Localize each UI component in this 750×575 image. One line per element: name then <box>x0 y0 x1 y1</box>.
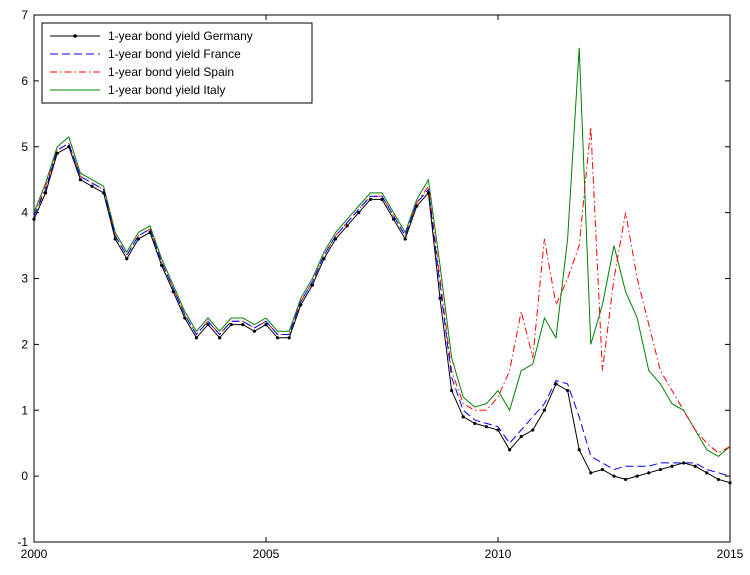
series-marker <box>252 329 256 333</box>
series-marker <box>450 388 454 393</box>
series-marker <box>484 425 488 429</box>
y-tick-label: 1 <box>21 403 28 417</box>
legend-label: 1-year bond yield Germany <box>108 29 253 43</box>
x-tick-label: 2015 <box>717 547 744 561</box>
series-marker <box>102 191 106 195</box>
y-tick-label: -1 <box>17 535 28 549</box>
series-marker <box>276 336 280 340</box>
series-marker <box>519 435 523 439</box>
series-line <box>33 142 731 477</box>
series-marker <box>554 382 558 386</box>
series-marker <box>299 303 303 307</box>
series-marker <box>136 237 140 241</box>
series-marker <box>403 237 407 241</box>
series-marker <box>90 184 94 188</box>
series-marker <box>716 477 721 482</box>
series-marker <box>264 323 268 327</box>
series-line <box>33 47 731 458</box>
series-marker <box>600 467 605 472</box>
series-marker <box>577 448 581 452</box>
y-tick-label: 0 <box>21 469 28 483</box>
series-marker <box>392 217 396 221</box>
series-marker <box>218 336 222 340</box>
series-marker <box>160 263 164 267</box>
series-marker <box>206 323 210 327</box>
series-marker <box>566 388 570 393</box>
series-marker <box>55 151 59 155</box>
series-marker <box>589 471 593 475</box>
series-marker <box>229 323 233 327</box>
legend-label: 1-year bond yield France <box>108 47 241 61</box>
series-marker <box>612 474 616 478</box>
series-marker <box>171 290 175 294</box>
series-marker <box>368 197 372 202</box>
series-line <box>33 126 731 454</box>
series-marker <box>241 323 245 327</box>
series-marker <box>438 296 442 300</box>
series-marker <box>647 471 651 475</box>
series-marker <box>380 197 384 202</box>
series-marker <box>624 477 628 482</box>
series-marker <box>194 336 198 340</box>
series-marker <box>67 145 71 149</box>
series-marker <box>322 257 326 261</box>
series-marker <box>345 224 349 228</box>
series-marker <box>334 237 338 241</box>
series-marker <box>32 217 36 221</box>
series-marker <box>287 336 291 340</box>
series-marker <box>728 481 732 485</box>
series-marker <box>473 421 477 426</box>
y-tick-label: 4 <box>21 206 28 220</box>
series-marker <box>542 408 547 412</box>
x-tick-label: 2005 <box>253 547 280 561</box>
series-marker <box>78 178 82 182</box>
y-tick-label: 7 <box>21 8 28 22</box>
series-marker <box>508 448 512 452</box>
series-marker <box>125 257 129 261</box>
y-tick-label: 3 <box>21 272 28 286</box>
series-marker <box>44 191 48 195</box>
series-marker <box>531 428 535 432</box>
series-marker <box>658 467 663 472</box>
series-marker <box>635 474 639 478</box>
series-marker <box>113 237 117 241</box>
series-marker <box>693 464 697 468</box>
legend-label: 1-year bond yield Spain <box>108 65 234 79</box>
legend: 1-year bond yield Germany 1-year bond yie… <box>41 22 313 104</box>
legend-marker <box>73 34 77 38</box>
y-tick-label: 2 <box>21 337 28 351</box>
series-marker <box>426 191 430 195</box>
series-marker <box>357 211 361 215</box>
x-tick-label: 2010 <box>485 547 512 561</box>
x-tick-label: 2000 <box>21 547 48 561</box>
series-marker <box>310 283 314 287</box>
series-marker <box>148 230 152 234</box>
y-tick-label: 6 <box>21 74 28 88</box>
series-marker <box>183 316 187 320</box>
series-marker <box>496 428 500 432</box>
legend-label: 1-year bond yield Italy <box>108 83 225 97</box>
series-marker <box>415 204 419 208</box>
series-marker <box>682 461 686 465</box>
series-marker <box>670 464 674 468</box>
series-marker <box>461 415 465 419</box>
y-tick-label: 5 <box>21 140 28 154</box>
series-marker <box>705 471 709 475</box>
